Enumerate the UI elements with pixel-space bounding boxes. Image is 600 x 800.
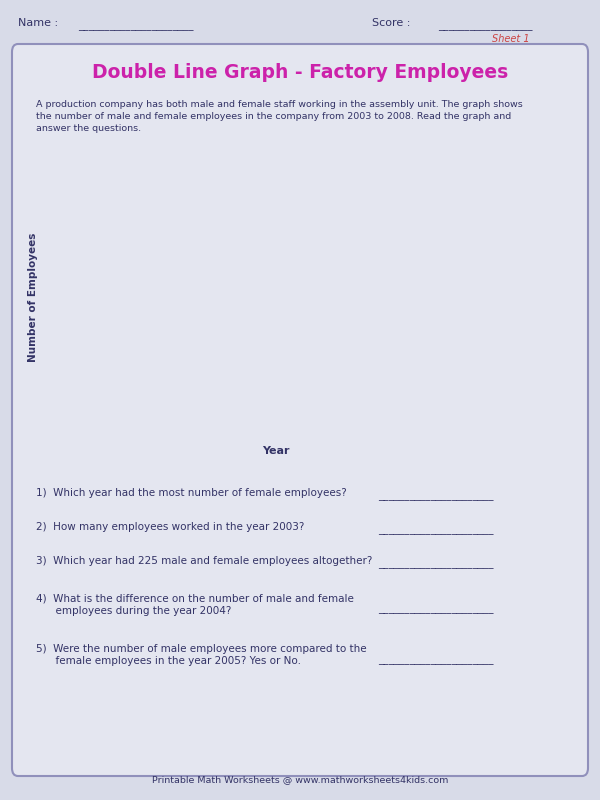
Text: Number of Employees: Number of Employees: [28, 233, 38, 362]
Text: ______________________: ______________________: [378, 559, 493, 570]
Text: 4)  What is the difference on the number of male and female: 4) What is the difference on the number …: [36, 594, 354, 603]
Text: ______________________: ______________________: [78, 21, 193, 31]
Text: female employees in the year 2005? Yes or No.: female employees in the year 2005? Yes o…: [36, 656, 301, 666]
Text: employees during the year 2004?: employees during the year 2004?: [36, 606, 232, 616]
Text: ______________________: ______________________: [378, 604, 493, 614]
Text: the number of male and female employees in the company from 2003 to 2008. Read t: the number of male and female employees …: [36, 112, 511, 121]
Title: Factory Employees: Factory Employees: [214, 129, 338, 142]
Text: 5)  Were the number of male employees more compared to the: 5) Were the number of male employees mor…: [36, 644, 367, 654]
Text: Printable Math Worksheets @ www.mathworksheets4kids.com: Printable Math Worksheets @ www.mathwork…: [152, 775, 448, 784]
Text: A production company has both male and female staff working in the assembly unit: A production company has both male and f…: [36, 100, 523, 109]
Text: Score :: Score :: [372, 18, 410, 27]
Text: Name :: Name :: [18, 18, 58, 27]
Text: __________________: __________________: [438, 21, 533, 31]
Text: ______________________: ______________________: [378, 491, 493, 502]
Text: ______________________: ______________________: [378, 525, 493, 535]
Text: 3)  Which year had 225 male and female employees altogether?: 3) Which year had 225 male and female em…: [36, 556, 373, 566]
Text: ______________________: ______________________: [378, 655, 493, 666]
Text: Year: Year: [262, 446, 290, 456]
Text: Double Line Graph - Factory Employees: Double Line Graph - Factory Employees: [92, 62, 508, 82]
Text: Male: Male: [440, 448, 472, 461]
Text: 2)  How many employees worked in the year 2003?: 2) How many employees worked in the year…: [36, 522, 304, 532]
Text: Female: Female: [440, 470, 488, 483]
Text: Sheet 1: Sheet 1: [492, 34, 530, 43]
Text: answer the questions.: answer the questions.: [36, 124, 141, 133]
Text: 1)  Which year had the most number of female employees?: 1) Which year had the most number of fem…: [36, 488, 347, 498]
